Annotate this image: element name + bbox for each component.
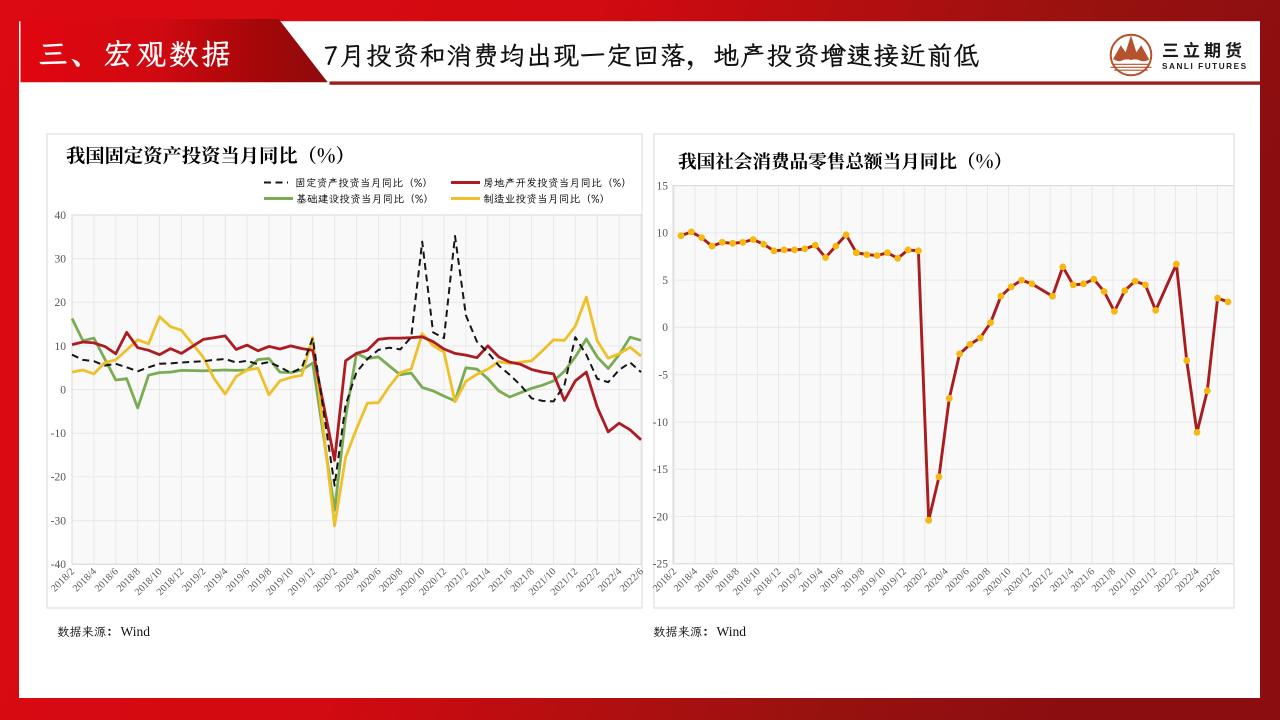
svg-text:10: 10 [55, 341, 67, 353]
svg-text:-20: -20 [653, 511, 669, 523]
svg-text:-25: -25 [653, 559, 669, 571]
svg-text:SANLI FUTURES: SANLI FUTURES [1162, 62, 1248, 71]
svg-text:Wind: Wind [717, 624, 747, 639]
svg-text:-10: -10 [653, 417, 669, 429]
svg-text:Wind: Wind [121, 624, 151, 639]
svg-text:-30: -30 [51, 515, 67, 527]
svg-text:15: 15 [657, 180, 669, 192]
svg-text:-40: -40 [51, 559, 67, 571]
svg-text:-15: -15 [653, 464, 669, 476]
svg-text:10: 10 [657, 228, 669, 240]
svg-text:20: 20 [55, 297, 67, 309]
svg-text:40: 40 [55, 210, 67, 222]
svg-text:30: 30 [55, 253, 67, 265]
svg-text:-10: -10 [51, 428, 67, 440]
svg-text:-5: -5 [658, 370, 668, 382]
svg-text:5: 5 [662, 275, 668, 287]
svg-text:-20: -20 [51, 472, 67, 484]
svg-text:0: 0 [60, 384, 66, 396]
svg-text:0: 0 [662, 322, 668, 334]
